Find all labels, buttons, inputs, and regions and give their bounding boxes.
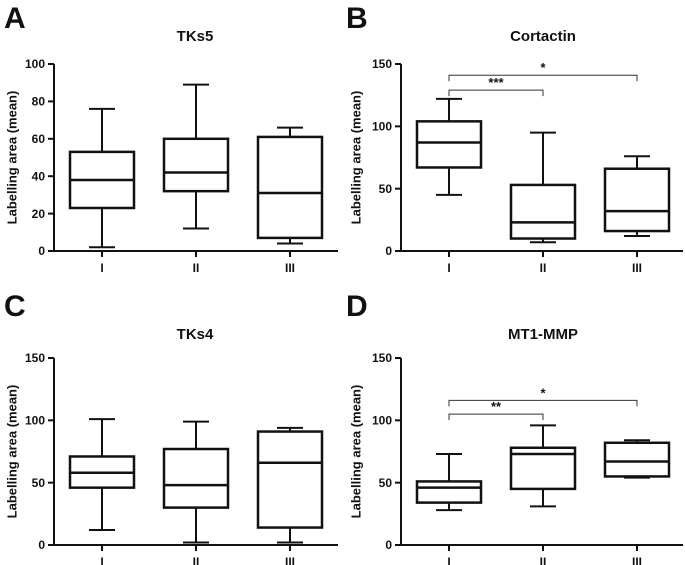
iqr-box xyxy=(509,183,577,240)
box-III xyxy=(603,155,671,238)
significance-bracket: * xyxy=(448,385,638,407)
x-tick-label: II xyxy=(540,261,547,275)
y-tick-label: 50 xyxy=(379,476,393,490)
iqr-box xyxy=(162,447,230,509)
panel-letter: D xyxy=(346,290,368,323)
box-III xyxy=(603,439,671,479)
significance-bracket: *** xyxy=(448,75,544,97)
panel-letter: A xyxy=(4,2,26,35)
significance-label: * xyxy=(540,60,546,75)
y-axis-label: Labelling area (mean) xyxy=(5,91,20,225)
box-I xyxy=(68,107,136,249)
y-tick-label: 50 xyxy=(379,182,393,196)
x-tick-label: II xyxy=(193,261,200,275)
x-tick-label: I xyxy=(447,555,450,565)
significance-bracket: * xyxy=(448,60,638,82)
chart-title: TKs5 xyxy=(177,28,214,45)
iqr-box xyxy=(603,441,671,478)
y-axis-label: Labelling area (mean) xyxy=(349,385,364,519)
y-tick-label: 100 xyxy=(372,120,392,134)
bracket-line xyxy=(448,89,544,97)
chart-title: Cortactin xyxy=(510,28,576,45)
iqr-box xyxy=(603,167,671,233)
box-II xyxy=(162,420,230,544)
significance-label: ** xyxy=(491,399,502,414)
y-tick-label: 150 xyxy=(372,57,392,71)
iqr-box xyxy=(256,430,324,529)
box-II xyxy=(509,131,577,244)
y-tick-label: 0 xyxy=(385,244,392,258)
x-tick-label: II xyxy=(540,555,547,565)
bracket-line xyxy=(448,413,544,421)
x-tick-label: III xyxy=(632,261,642,275)
x-tick-label: I xyxy=(100,555,103,565)
x-tick-label: III xyxy=(285,555,295,565)
bracket-line xyxy=(448,74,638,82)
y-tick-label: 100 xyxy=(372,414,392,428)
x-tick-label: II xyxy=(193,555,200,565)
y-axis-label: Labelling area (mean) xyxy=(349,91,364,225)
significance-bracket: ** xyxy=(448,399,544,421)
y-tick-label: 60 xyxy=(32,132,46,146)
chart-panel-b: B Cortactin Labelling area (mean) 0 50 100 150… xyxy=(346,2,683,275)
iqr-box xyxy=(415,480,483,504)
y-tick-label: 150 xyxy=(372,351,392,365)
y-tick-label: 150 xyxy=(25,351,45,365)
box-II xyxy=(162,83,230,230)
y-axis-label: Labelling area (mean) xyxy=(5,385,20,519)
chart-title: MT1-MMP xyxy=(508,326,578,343)
y-tick-label: 80 xyxy=(32,95,46,109)
y-tick-label: 0 xyxy=(38,538,45,552)
box-I xyxy=(415,452,483,512)
box-III xyxy=(256,126,324,245)
iqr-box xyxy=(256,135,324,240)
bracket-line xyxy=(448,399,638,407)
box-I xyxy=(415,97,483,196)
panel-letter: B xyxy=(346,2,368,35)
y-tick-label: 20 xyxy=(32,207,46,221)
x-tick-label: I xyxy=(447,261,450,275)
chart-title: TKs4 xyxy=(177,326,214,343)
iqr-box xyxy=(162,137,230,193)
y-tick-label: 100 xyxy=(25,57,45,71)
box-III xyxy=(256,426,324,544)
iqr-box xyxy=(415,120,483,169)
y-tick-label: 100 xyxy=(25,414,45,428)
box-II xyxy=(509,424,577,508)
y-tick-label: 0 xyxy=(38,244,45,258)
panel-letter: C xyxy=(4,290,26,323)
x-tick-label: I xyxy=(100,261,103,275)
y-tick-label: 0 xyxy=(385,538,392,552)
y-tick-label: 40 xyxy=(32,169,46,183)
significance-label: *** xyxy=(488,75,504,90)
box-I xyxy=(68,418,136,532)
significance-label: * xyxy=(540,385,546,400)
x-tick-label: III xyxy=(285,261,295,275)
x-tick-label: III xyxy=(632,555,642,565)
y-tick-label: 50 xyxy=(32,476,46,490)
